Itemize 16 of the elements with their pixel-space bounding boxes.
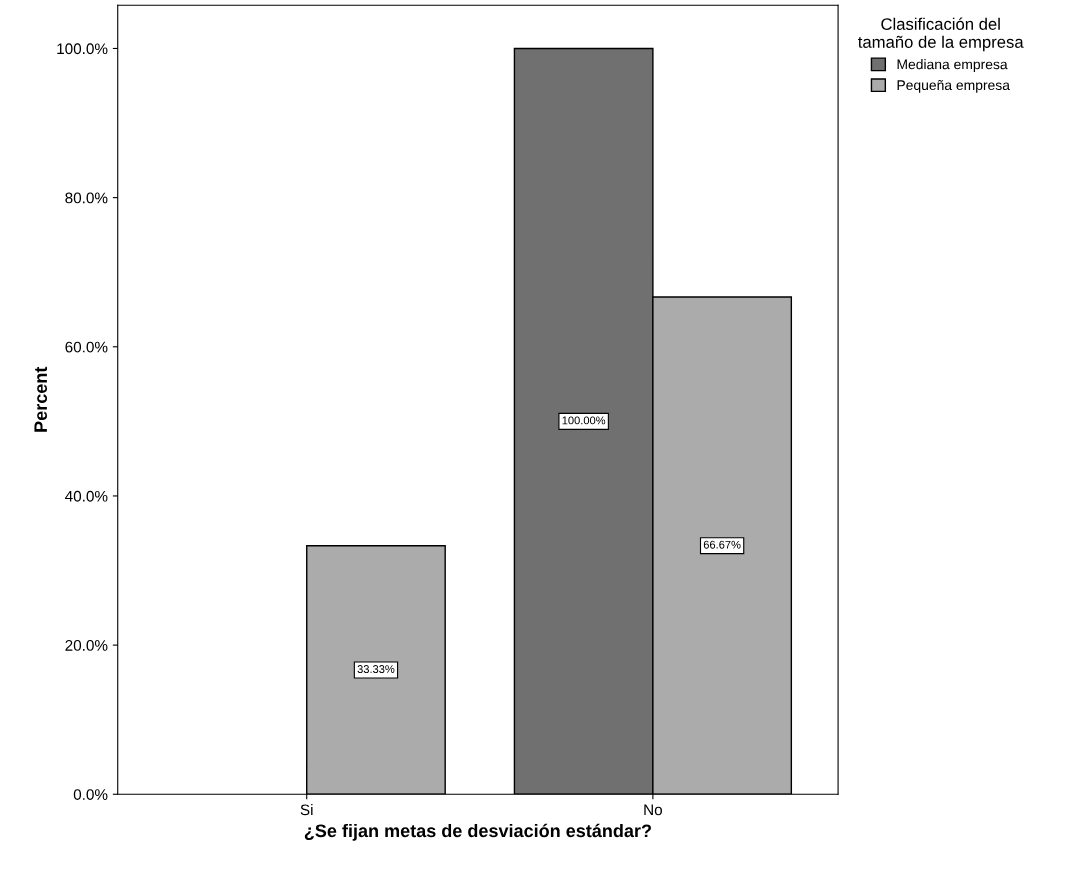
y-tick-label: 60.0% [65,341,108,353]
legend-title: Clasificación del tamaño de la empresa [858,17,1024,52]
y-tick-label: 0.0% [73,789,108,800]
y-tick-label: 40.0% [65,490,108,502]
data-label: 100.00% [562,416,606,425]
y-tick-label: 80.0% [65,192,108,204]
y-axis-title: Percent [34,366,48,432]
y-tick-label: 100.0% [57,43,108,55]
x-axis-title: ¿Se fijan metas de desviación estándar? [304,823,651,841]
y-tick-label: 20.0% [65,639,108,651]
legend-label: Mediana empresa [897,59,1008,72]
x-tick-label: No [644,804,663,816]
x-tick-label: Si [300,803,313,816]
legend-label: Pequeña empresa [897,79,1010,93]
data-label: 66.67% [703,540,741,549]
data-label: 33.33% [357,665,395,673]
